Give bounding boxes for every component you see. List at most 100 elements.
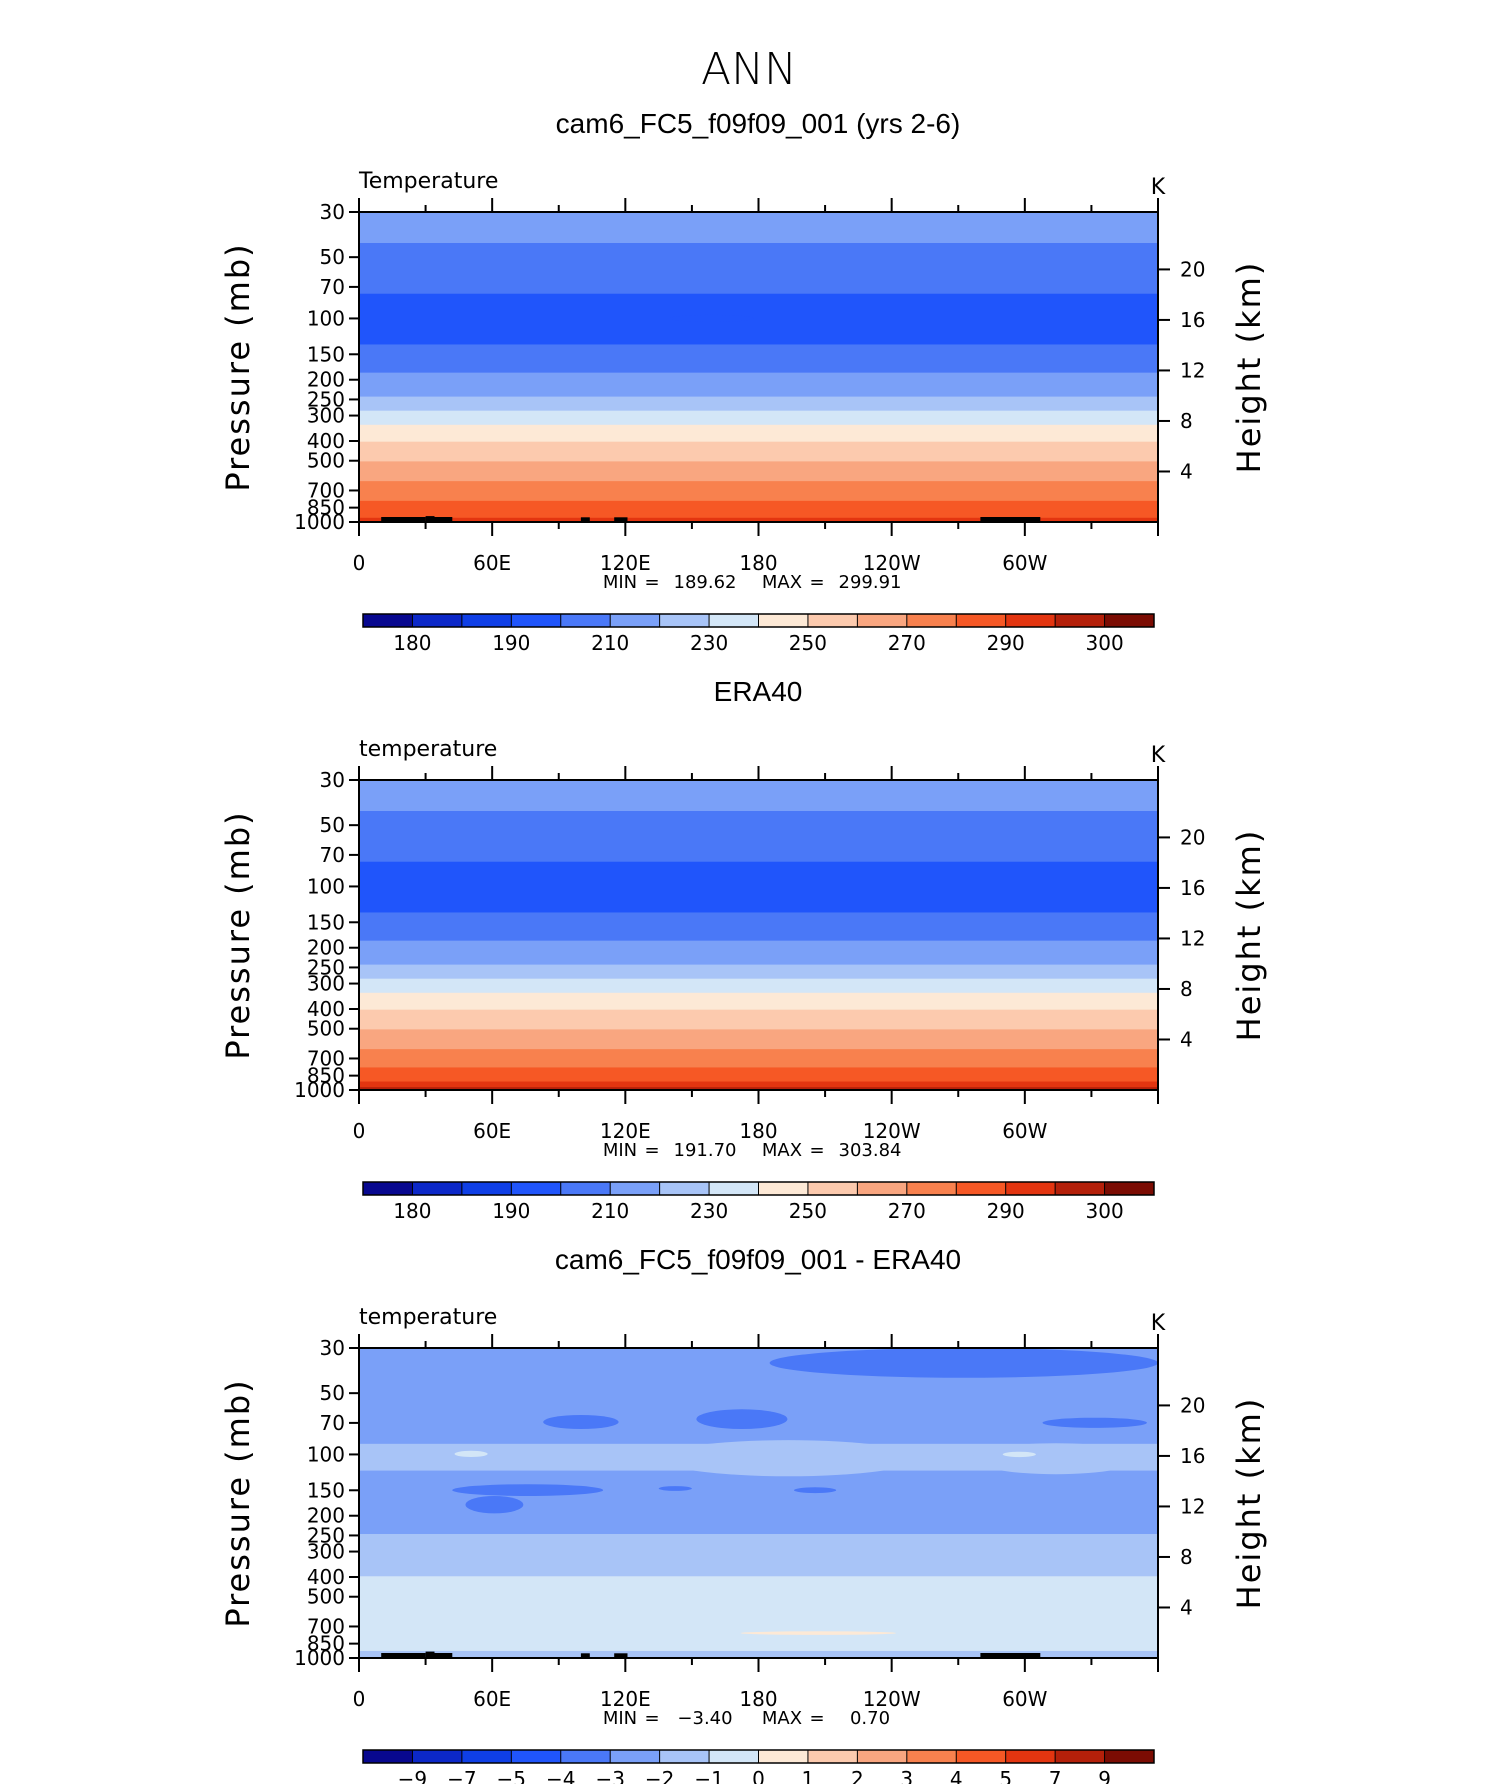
colorbar-swatch [906,1750,957,1763]
colorbar-label: −5 [497,1767,526,1784]
y2-tick-label: 20 [1180,1393,1205,1417]
x-tick-label: 0 [353,1687,366,1711]
contour-band [359,1009,1158,1031]
x-tick-label: 180 [739,551,777,575]
colorbar-swatch [560,614,611,627]
colorbar: 180 190 210 230 250 270 290 300 [362,1181,1155,1223]
y-tick-label: 50 [320,813,345,837]
figure-title: ANN [701,44,797,95]
x-tick-label: 60E [473,551,511,575]
contour-feature [465,1496,524,1514]
contour-band [359,992,1158,1011]
colorbar-swatch [709,1750,759,1763]
y-tick-label: 500 [307,449,345,473]
colorbar-label: 1 [802,1767,815,1784]
colorbar-label: 290 [987,1199,1025,1223]
colorbar-swatch [363,1182,413,1195]
contour-band [359,212,1158,244]
contour-band [359,517,1158,522]
colorbar-label: −3 [595,1767,624,1784]
y2-tick-label: 12 [1180,358,1205,382]
colorbar-swatch [758,614,809,627]
y-tick-label: 100 [307,874,345,898]
colorbar-label: 290 [987,631,1025,655]
topography-mask [381,517,426,522]
colorbar-swatch [461,614,512,627]
units-label: K [1151,743,1166,768]
colorbar-swatch [1005,1750,1056,1763]
colorbar-swatch [1104,1750,1155,1763]
colorbar-label: 180 [393,1199,431,1223]
y-tick-label: 1000 [294,510,345,534]
y2-tick-label: 8 [1180,1545,1193,1569]
x-tick-label: 0 [353,551,366,575]
colorbar-swatch [363,614,413,627]
colorbar-swatch [610,1182,661,1195]
colorbar: −9 −7 −5 −4 −3 −2 −1 0 1 2 3 4 5 7 9 [362,1749,1155,1784]
contour-band [359,940,1158,966]
colorbar-swatch [1005,1182,1056,1195]
colorbar-label: 230 [690,1199,728,1223]
y-tick-label: 200 [307,368,345,392]
y2-tick-label: 8 [1180,409,1193,433]
y-tick-label: 400 [307,997,345,1021]
y-tick-label: 250 [307,955,345,979]
contour-band [359,1049,1158,1069]
colorbar-label: 3 [900,1767,913,1784]
contour-band [359,243,1158,295]
stat-equals: = [644,572,659,593]
contour-feature [658,1440,919,1477]
y2-tick-label: 4 [1180,1595,1193,1619]
colorbar-swatch [412,1750,463,1763]
y-tick-label: 200 [307,936,345,960]
stat-max-value: 299.91 [839,572,902,593]
y-tick-label: 850 [307,1632,345,1656]
colorbar-swatch [659,614,710,627]
contour-band [359,344,1158,374]
colorbar-label: 230 [690,631,728,655]
y-tick-label: 300 [307,404,345,428]
y-tick-label: 850 [307,496,345,520]
colorbar-label: 0 [752,1767,765,1784]
colorbar-swatch [412,614,463,627]
x-tick-label: 120E [600,551,651,575]
colorbar-frame [362,1181,1155,1196]
contour-feature [1093,1641,1141,1646]
contour-field [359,780,1158,1090]
stat-min-value: 191.70 [674,1140,737,1161]
y-tick-label: 500 [307,1017,345,1041]
colorbar-swatch [956,614,1007,627]
y-axis-title: Pressure (mb) [219,242,257,491]
y-tick-label: 1000 [294,1646,345,1670]
contour-feature [416,1447,486,1461]
contour-band [359,1087,1158,1090]
contour-band [359,481,1158,502]
colorbar-swatch [758,1750,809,1763]
y-tick-label: 150 [307,342,345,366]
units-label: K [1151,175,1166,200]
y-tick-label: 200 [307,1504,345,1528]
colorbar-label: 9 [1098,1767,1111,1784]
colorbar-swatch [956,1750,1007,1763]
stat-min-value: 189.62 [674,572,737,593]
y2-axis-title: Height (km) [1230,829,1268,1042]
y-tick-label: 500 [307,1585,345,1609]
contour-band [359,1650,1158,1658]
topography-mask [614,1653,628,1658]
colorbar-frame [362,1749,1155,1764]
contour-band [359,1067,1158,1083]
y-tick-label: 250 [307,1523,345,1547]
panel-3: cam6_FC5_f09f09_001 - ERA40 temperature K 0… [219,1244,1268,1784]
contour-feature [543,1415,619,1429]
panel-2: ERA40 temperature K 0 60E 120E 180 120W 60W 30 50 7… [219,676,1268,1223]
y2-tick-label: 12 [1180,1494,1205,1518]
contour-band [359,1576,1158,1652]
colorbar-swatch [807,1750,858,1763]
topography-mask [580,1653,590,1658]
colorbar-frame [362,613,1155,628]
colorbar-label: 300 [1086,1199,1124,1223]
colorbar-swatch [610,1750,661,1763]
y-tick-label: 700 [307,1046,345,1070]
panel-title: cam6_FC5_f09f09_001 - ERA40 [555,1244,961,1275]
